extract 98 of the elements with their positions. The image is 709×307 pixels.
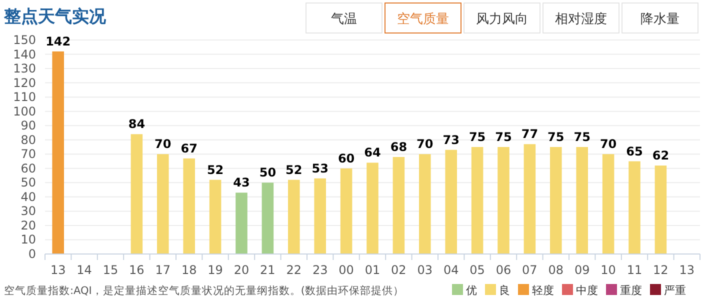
data-label: 65 <box>626 144 643 158</box>
data-label: 52 <box>206 162 224 177</box>
x-tick-label: 12 <box>653 263 668 277</box>
y-tick-label: 150 <box>13 33 36 47</box>
x-tick-label: 10 <box>600 263 616 277</box>
y-tick-label: 100 <box>13 104 36 118</box>
x-tick-label: 04 <box>443 263 459 277</box>
bar <box>340 168 352 254</box>
y-tick-label: 20 <box>20 218 36 232</box>
x-tick-label: 20 <box>234 263 250 277</box>
bar <box>654 166 667 254</box>
x-tick-label: 22 <box>286 263 302 277</box>
data-label: 70 <box>154 137 172 152</box>
data-label: 75 <box>574 130 590 144</box>
y-tick-label: 0 <box>28 247 36 261</box>
text: 空气质量 <box>397 12 449 27</box>
x-tick-label: 03 <box>417 263 433 277</box>
x-tick-label: 16 <box>129 263 144 277</box>
data-label: 142 <box>46 34 71 48</box>
data-label: 70 <box>416 137 434 152</box>
text: 降水量 <box>640 12 680 27</box>
legend-label: 良 <box>499 284 510 297</box>
legend-label: 重度 <box>620 284 642 297</box>
data-label: 52 <box>286 162 302 177</box>
x-tick-label: 08 <box>548 263 564 277</box>
data-label: 62 <box>652 148 670 163</box>
x-tick-label: 06 <box>496 263 512 277</box>
legend-label: 严重 <box>664 284 686 297</box>
data-label: 73 <box>442 132 460 147</box>
bar <box>52 51 64 254</box>
bar <box>314 178 326 254</box>
data-label: 75 <box>495 130 512 144</box>
x-tick-label: 05 <box>470 263 485 277</box>
legend-label: 优 <box>466 284 477 297</box>
x-tick-label: 09 <box>574 263 590 277</box>
bar <box>288 180 300 254</box>
bar <box>445 150 457 254</box>
y-tick-label: 50 <box>20 176 36 190</box>
bar <box>209 180 222 254</box>
x-tick-label: 13 <box>50 263 66 277</box>
chart-title: 整点天气实况 <box>3 7 107 27</box>
data-label: 68 <box>390 140 408 154</box>
bar <box>183 158 195 254</box>
x-tick-label: 01 <box>364 263 380 277</box>
x-tick-label: 11 <box>626 263 642 277</box>
text: 空气质量指数:AQI，是定量描述空气质量状况的无量纲指数。(数据由环保部提供） <box>4 284 404 297</box>
y-tick-label: 120 <box>13 76 36 90</box>
x-tick-label: 21 <box>260 263 276 277</box>
bar <box>419 154 431 254</box>
bar <box>392 156 405 254</box>
data-label: 53 <box>312 161 328 176</box>
text: 气温 <box>331 12 357 27</box>
text: 风力风向 <box>476 12 528 27</box>
y-tick-label: 90 <box>20 118 36 133</box>
data-label: 67 <box>180 141 198 156</box>
data-label: 50 <box>259 166 276 180</box>
bar <box>366 162 378 254</box>
bar <box>471 147 484 254</box>
y-tick-label: 110 <box>13 90 36 104</box>
y-tick-label: 70 <box>20 147 36 162</box>
bar <box>498 147 510 254</box>
y-tick-label: 40 <box>20 190 36 204</box>
x-tick-label: 15 <box>102 263 118 277</box>
legend-label: 轻度 <box>532 284 554 297</box>
data-label: 43 <box>233 176 250 190</box>
y-tick-label: 30 <box>20 204 36 218</box>
x-tick-label: 13 <box>679 263 695 277</box>
y-tick-label: 80 <box>20 132 36 147</box>
data-label: 75 <box>468 130 486 144</box>
legend-label: 中度 <box>576 284 598 297</box>
bar <box>524 144 536 254</box>
x-tick-label: 02 <box>391 263 406 277</box>
data-label: 84 <box>128 117 146 132</box>
bar <box>628 161 640 254</box>
x-tick-label: 00 <box>338 263 354 277</box>
x-tick-label: 23 <box>312 263 328 277</box>
y-tick-label: 130 <box>13 62 36 76</box>
data-label: 77 <box>521 127 538 142</box>
bar <box>157 154 169 254</box>
bar <box>550 147 562 254</box>
y-tick-label: 60 <box>20 161 36 176</box>
x-tick-label: 17 <box>155 263 171 277</box>
x-tick-label: 14 <box>76 263 92 277</box>
data-label: 60 <box>338 151 355 166</box>
data-label: 64 <box>364 146 381 160</box>
data-label: 75 <box>548 130 564 144</box>
bar <box>576 147 588 254</box>
data-label: 70 <box>600 137 617 152</box>
x-tick-label: 07 <box>522 263 538 277</box>
bar <box>236 192 248 254</box>
x-tick-label: 18 <box>181 263 197 277</box>
y-tick-label: 10 <box>20 232 36 247</box>
text: 相对湿度 <box>555 11 607 27</box>
bar <box>602 154 614 254</box>
bar <box>130 134 143 254</box>
bar <box>262 182 274 254</box>
x-tick-label: 19 <box>208 263 223 277</box>
y-tick-label: 140 <box>13 47 36 62</box>
